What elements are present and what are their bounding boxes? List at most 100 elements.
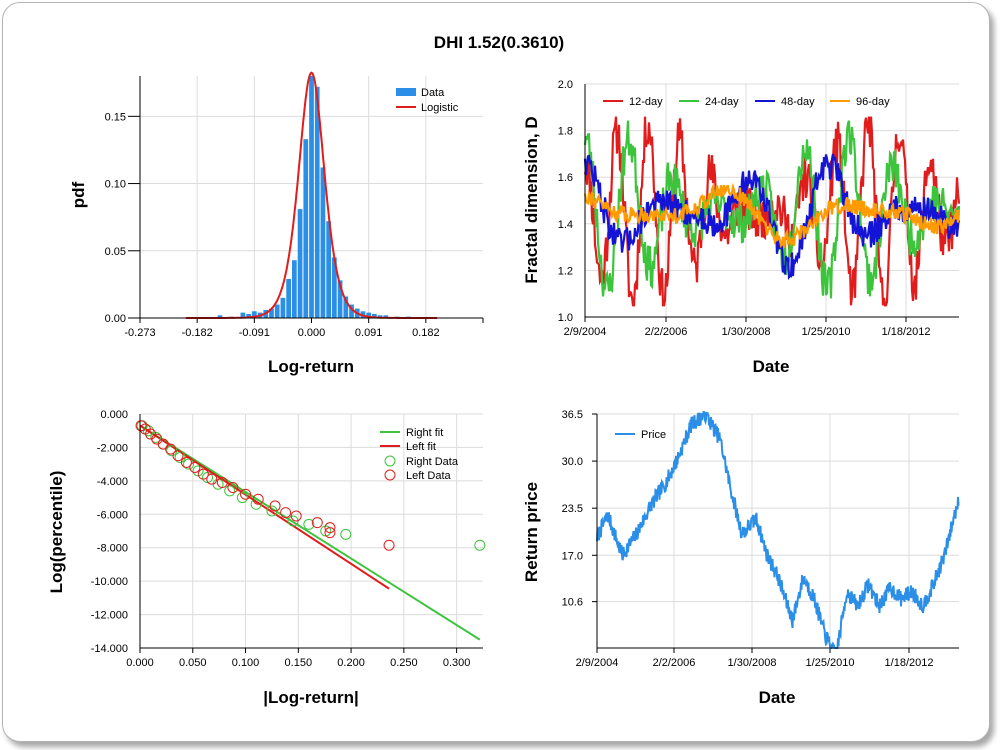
- y-axis-label: Fractal dimension, D: [522, 116, 541, 283]
- legend-label-right-fit: Right fit: [406, 427, 443, 439]
- legend-label-48-day: 48-day: [781, 96, 815, 108]
- y-tick-label: -10.000: [91, 576, 128, 588]
- y-tick-label: -4.000: [97, 476, 128, 488]
- histogram-bar: [291, 260, 297, 318]
- x-axis-label: |Log-return|: [263, 688, 358, 707]
- y-tick-label: 10.6: [562, 597, 583, 609]
- x-axis-label: Log-return: [268, 357, 354, 376]
- fractal-dimension-panel: 1.0 1.2 1.4 1.6 1.8 2.0 2/9/2004 2/2/2006 1/30/2…: [522, 79, 961, 376]
- left-data-point: [324, 527, 336, 539]
- x-tick-label: 1/25/2010: [802, 326, 851, 338]
- x-axis-label: Date: [759, 688, 796, 707]
- histogram-bar: [251, 311, 257, 318]
- tail-distribution-panel: 0.000 0.050 0.100 0.150 0.200 0.250 0.300 0.000…: [47, 409, 486, 707]
- histogram-bar: [377, 315, 383, 318]
- legend-label-24-day: 24-day: [705, 96, 739, 108]
- left-data-point: [280, 507, 292, 519]
- price-line: [596, 411, 960, 649]
- left-data-point: [383, 539, 395, 551]
- legend-label-right-data: Right Data: [406, 456, 459, 468]
- right-fit-line: [139, 424, 481, 641]
- x-tick-label: 2/9/2004: [576, 657, 619, 669]
- histogram-bar: [349, 304, 354, 318]
- histogram-bar: [269, 308, 274, 318]
- histogram-bar: [240, 312, 246, 318]
- histogram-bar: [303, 139, 309, 318]
- histogram-bar: [274, 304, 280, 318]
- y-tick-label: 17.0: [562, 550, 583, 562]
- right-data-point: [224, 485, 236, 497]
- histogram-bar: [280, 297, 286, 318]
- left-data-point: [189, 461, 201, 473]
- histogram-bar: [332, 257, 337, 318]
- x-tick-label: 2/2/2006: [645, 326, 688, 338]
- histogram-bar: [320, 167, 326, 318]
- x-tick-label: 2/2/2006: [653, 657, 696, 669]
- legend-label-96-day: 96-day: [856, 96, 890, 108]
- legend-swatch-right-data: [384, 455, 396, 467]
- histogram-bar: [309, 76, 314, 318]
- left-data-point: [227, 482, 239, 494]
- series-line-96-day: [583, 182, 961, 249]
- left-data-point: [172, 450, 184, 462]
- x-tick-label: 0.300: [443, 657, 471, 669]
- legend-label-12-day: 12-day: [629, 96, 663, 108]
- x-tick-label: 0.091: [355, 327, 383, 339]
- right-data-point: [236, 492, 248, 504]
- y-tick-label: 1.8: [558, 126, 573, 138]
- histogram-bar: [217, 315, 223, 318]
- y-tick-label: 36.5: [562, 409, 583, 421]
- y-tick-label: -14.000: [91, 643, 128, 655]
- x-tick-label: -0.182: [182, 327, 213, 339]
- y-tick-label: 0.10: [105, 179, 126, 191]
- y-axis-label: Return price: [522, 482, 541, 582]
- legend-swatch-left-data: [384, 469, 396, 481]
- chart-frame: [2, 2, 990, 742]
- price-panel: 10.6 17.0 23.5 30.0 36.5 2/9/2004 2/2/2006 1/30…: [522, 409, 960, 707]
- x-tick-label: 0.000: [126, 657, 154, 669]
- y-tick-label: 30.0: [562, 456, 583, 468]
- x-tick-label: 1/18/2012: [882, 326, 931, 338]
- series-line-48-day: [583, 153, 961, 280]
- left-data-point: [206, 473, 218, 485]
- x-tick-label: 0.182: [412, 327, 440, 339]
- x-tick-label: 1/30/2008: [728, 657, 777, 669]
- histogram-bar: [246, 313, 251, 318]
- right-data-point: [474, 539, 486, 551]
- left-data-point: [157, 438, 169, 450]
- histogram-bar: [326, 221, 332, 318]
- x-tick-label: 0.100: [232, 657, 260, 669]
- left-data-point: [197, 468, 209, 480]
- legend-swatch-data: [396, 88, 416, 96]
- chart-title: DHI 1.52(0.3610): [434, 33, 564, 52]
- y-tick-label: -6.000: [97, 509, 128, 521]
- left-data-point: [240, 488, 252, 500]
- histogram-bar: [372, 313, 377, 318]
- x-tick-label: 0.050: [179, 657, 207, 669]
- y-tick-label: 2.0: [558, 79, 573, 91]
- x-tick-label: -0.091: [239, 327, 270, 339]
- y-tick-label: 1.6: [558, 172, 573, 184]
- legend-label-data: Data: [421, 87, 445, 99]
- left-data-point: [180, 456, 192, 468]
- y-tick-label: -12.000: [91, 610, 128, 622]
- x-tick-label: 1/25/2010: [806, 657, 855, 669]
- left-data-point: [311, 517, 323, 529]
- legend-label-price: Price: [641, 429, 666, 441]
- x-tick-label: 0.250: [390, 657, 418, 669]
- right-data-point: [192, 465, 204, 477]
- x-tick-label: 1/30/2008: [722, 326, 771, 338]
- left-fit-line: [139, 424, 390, 590]
- x-tick-label: 2/9/2004: [564, 326, 607, 338]
- histogram-bar: [286, 279, 291, 318]
- y-tick-label: 0.00: [105, 313, 126, 325]
- x-tick-label: -0.273: [124, 327, 155, 339]
- y-axis-label: Log(percentile): [47, 471, 66, 594]
- legend-label-left-fit: Left fit: [406, 441, 436, 453]
- left-data-point: [252, 493, 264, 505]
- y-tick-label: 1.2: [558, 265, 573, 277]
- x-tick-label: 0.200: [337, 657, 365, 669]
- histogram-bar: [383, 315, 389, 318]
- y-tick-label: 0.15: [105, 111, 126, 123]
